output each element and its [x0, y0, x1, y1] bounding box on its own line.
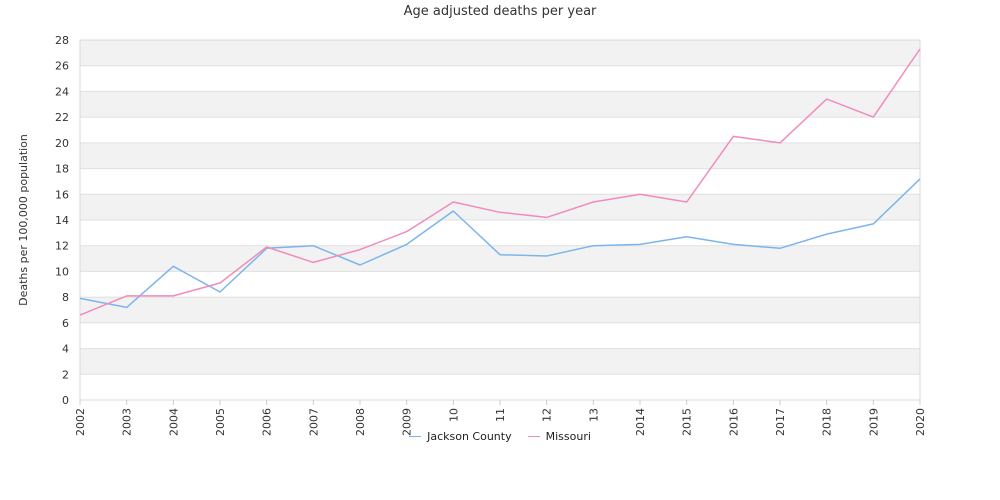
- x-tick-label: 2014: [634, 408, 647, 436]
- y-tick-label: 20: [55, 137, 69, 150]
- y-tick-label: 28: [55, 34, 69, 47]
- y-tick-label: 10: [55, 265, 69, 278]
- x-tick-label: 2009: [401, 408, 414, 436]
- x-tick-label: 2020: [914, 408, 927, 436]
- legend-label-jackson-county: Jackson County: [427, 430, 512, 443]
- series-line-missouri[interactable]: [79, 48, 921, 316]
- series-line-jackson-county[interactable]: [79, 178, 921, 309]
- grid-lines: [80, 39, 920, 401]
- grid-band: [80, 142, 920, 169]
- y-tick-label: 6: [62, 317, 69, 330]
- y-tick-label: 14: [55, 214, 69, 227]
- y-tick-label: 18: [55, 163, 69, 176]
- legend-item-jackson-county[interactable]: Jackson County: [409, 430, 512, 443]
- chart-title: Age adjusted deaths per year: [404, 4, 597, 19]
- legend-swatch-jackson-county: [409, 436, 422, 437]
- x-tick-label: 2005: [214, 408, 227, 436]
- y-axis-title: Deaths per 100,000 population: [17, 134, 30, 306]
- grid-band: [80, 297, 920, 323]
- y-tick-label: 24: [55, 85, 69, 98]
- legend-label-missouri: Missouri: [545, 430, 591, 443]
- y-tick-label: 0: [62, 394, 69, 407]
- y-tick-label: 12: [55, 240, 69, 253]
- series-lines: [79, 48, 921, 316]
- y-tick-label: 22: [55, 111, 69, 124]
- x-tick-label: 2015: [681, 408, 694, 436]
- x-tick-label: 2017: [774, 408, 787, 436]
- y-tick-label: 26: [55, 60, 69, 73]
- legend-swatch-missouri: [527, 436, 540, 437]
- x-tick-label: 2002: [74, 408, 87, 436]
- y-tick-label: 4: [62, 343, 69, 356]
- legend: Jackson County Missouri: [0, 430, 1000, 443]
- x-tick-label: 2008: [354, 408, 367, 436]
- y-tick-label: 8: [62, 291, 69, 304]
- grid-bands: [80, 40, 920, 375]
- grid-band: [80, 194, 920, 220]
- x-tick-label: 10: [447, 408, 460, 422]
- x-tick-label: 2016: [727, 408, 740, 436]
- x-tick-label: 12: [541, 408, 554, 422]
- x-tick-label: 2007: [307, 408, 320, 436]
- legend-item-missouri[interactable]: Missouri: [527, 430, 591, 443]
- x-tick-label: 2004: [167, 408, 180, 436]
- x-tick-label: 2003: [121, 408, 134, 436]
- x-axis-ticks: 2002 2003 2004 2005 2006 2007 2008 2009 10 11 12 13…: [74, 400, 927, 436]
- grid-band: [80, 40, 920, 66]
- x-tick-label: 2018: [821, 408, 834, 436]
- x-tick-label: 11: [494, 408, 507, 422]
- grid-band: [80, 348, 920, 375]
- grid-band: [80, 91, 920, 118]
- x-tick-label: 2006: [261, 408, 274, 436]
- x-tick-label: 2019: [867, 408, 880, 436]
- y-tick-label: 2: [62, 368, 69, 381]
- grid-band: [80, 245, 920, 272]
- x-tick-label: 13: [587, 408, 600, 422]
- y-tick-label: 16: [55, 188, 69, 201]
